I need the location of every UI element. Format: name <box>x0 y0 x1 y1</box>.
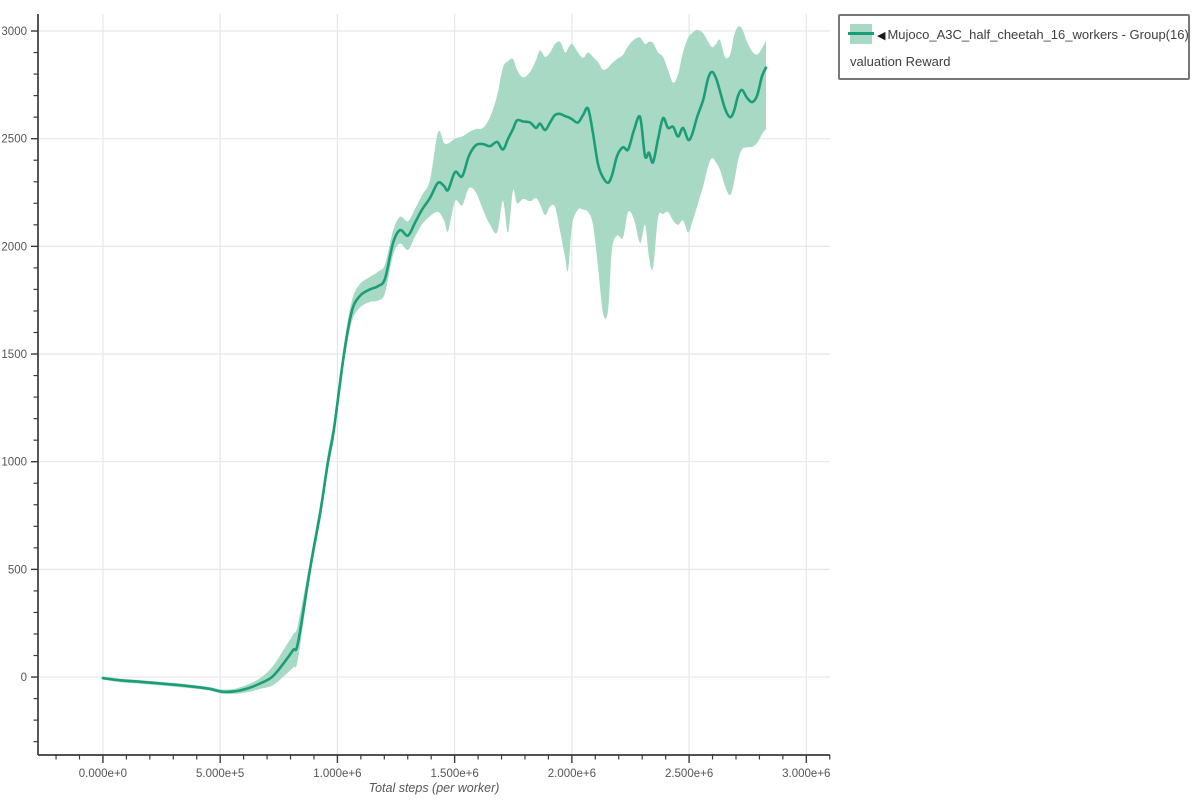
x-tick-label: 2.000e+6 <box>548 768 596 780</box>
x-tick-label: 2.500e+6 <box>665 768 713 780</box>
y-tick-label: 2500 <box>1 134 27 146</box>
confidence-band <box>102 26 766 695</box>
x-tick-label: 1.500e+6 <box>430 768 478 780</box>
collapse-triangle-icon[interactable]: ◀ <box>877 30 886 42</box>
legend-label-line2: valuation Reward <box>850 54 951 69</box>
legend-swatch <box>848 24 874 44</box>
y-tick-label: 1500 <box>1 349 27 361</box>
x-tick-label: 5.000e+5 <box>196 768 244 780</box>
x-tick-label: 3.000e+6 <box>782 768 830 780</box>
legend-label-line1: Mujoco_A3C_half_cheetah_16_workers - Gro… <box>887 27 1190 42</box>
y-tick-label: 3000 <box>1 26 27 38</box>
y-tick-label: 2000 <box>1 241 27 253</box>
series-layer <box>101 26 768 695</box>
x-tick-label: 0.000e+0 <box>79 768 127 780</box>
legend-entry[interactable]: ◀ Mujoco_A3C_half_cheetah_16_workers - Gr… <box>848 24 1190 44</box>
x-tick-label: 1.000e+6 <box>313 768 361 780</box>
y-tick-label: 0 <box>21 672 27 684</box>
y-tick-label: 1000 <box>1 457 27 469</box>
y-tick-label: 500 <box>8 564 27 576</box>
legend-swatch-line-icon <box>848 32 874 35</box>
mean-reward-line <box>101 66 768 694</box>
legend-box: ◀ Mujoco_A3C_half_cheetah_16_workers - Gr… <box>838 14 1190 80</box>
x-axis-title: Total steps (per worker) <box>368 781 500 795</box>
axes-layer: 0.000e+0 5.000e+5 1.000e+6 1.500e+6 2.000e+6… <box>1 14 830 780</box>
